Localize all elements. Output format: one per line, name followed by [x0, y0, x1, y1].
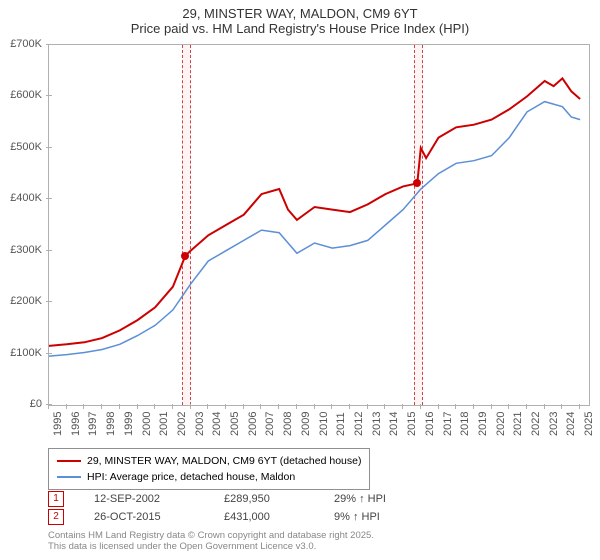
- x-tick-label: 1995: [52, 412, 64, 436]
- x-tick-label: 2010: [318, 412, 330, 436]
- marker-dot-1: [181, 252, 189, 260]
- x-tick-label: 2000: [141, 412, 153, 436]
- x-tick-label: 2023: [548, 412, 560, 436]
- x-tick-label: 2002: [176, 412, 188, 436]
- transaction-price: £431,000: [224, 511, 334, 523]
- legend: 29, MINSTER WAY, MALDON, CM9 6YT (detach…: [48, 448, 370, 490]
- x-tick-label: 2012: [353, 412, 365, 436]
- y-tick-label: £100K: [10, 347, 42, 359]
- x-tick-label: 2007: [264, 412, 276, 436]
- series-hpi: [49, 102, 580, 357]
- y-tick-label: £400K: [10, 192, 42, 204]
- y-tick-label: £600K: [10, 89, 42, 101]
- x-tick-label: 2025: [583, 412, 595, 436]
- x-tick-label: 1998: [105, 412, 117, 436]
- footnote-line1: Contains HM Land Registry data © Crown c…: [48, 530, 374, 541]
- x-tick-label: 2001: [158, 412, 170, 436]
- transactions-table: 1 12-SEP-2002£289,95029% ↑ HPI 2 26-OCT-201…: [48, 490, 588, 526]
- x-tick-label: 2020: [495, 412, 507, 436]
- x-tick-label: 2022: [530, 412, 542, 436]
- x-tick-label: 2008: [282, 412, 294, 436]
- transaction-row: 1 12-SEP-2002£289,95029% ↑ HPI: [48, 490, 588, 508]
- x-tick-label: 2006: [247, 412, 259, 436]
- footnote-line2: This data is licensed under the Open Gov…: [48, 541, 374, 552]
- x-tick-label: 2015: [406, 412, 418, 436]
- title-address: 29, MINSTER WAY, MALDON, CM9 6YT: [0, 6, 600, 21]
- transaction-diff: 9% ↑ HPI: [334, 511, 380, 523]
- legend-swatch: [57, 460, 81, 462]
- y-tick-label: £500K: [10, 141, 42, 153]
- series-price_paid: [49, 78, 580, 346]
- x-tick-label: 2021: [512, 412, 524, 436]
- x-tick-label: 2016: [424, 412, 436, 436]
- x-tick-label: 2024: [565, 412, 577, 436]
- title-subtitle: Price paid vs. HM Land Registry's House …: [0, 21, 600, 36]
- x-tick-label: 1999: [123, 412, 135, 436]
- x-tick-label: 2005: [229, 412, 241, 436]
- transaction-date: 26-OCT-2015: [94, 511, 224, 523]
- x-tick-label: 1996: [70, 412, 82, 436]
- transaction-date: 12-SEP-2002: [94, 493, 224, 505]
- y-axis: £0£100K£200K£300K£400K£500K£600K£700K: [0, 44, 46, 404]
- legend-item: 29, MINSTER WAY, MALDON, CM9 6YT (detach…: [57, 453, 361, 469]
- transaction-price: £289,950: [224, 493, 334, 505]
- x-tick-label: 2013: [371, 412, 383, 436]
- x-tick-label: 2011: [335, 412, 347, 436]
- x-tick-label: 2017: [442, 412, 454, 436]
- legend-swatch: [57, 476, 81, 478]
- x-tick-label: 2014: [388, 412, 400, 436]
- y-tick-label: £700K: [10, 38, 42, 50]
- title-block: 29, MINSTER WAY, MALDON, CM9 6YT Price p…: [0, 0, 600, 36]
- transaction-diff: 29% ↑ HPI: [334, 493, 386, 505]
- y-tick-label: £200K: [10, 295, 42, 307]
- x-tick-label: 2018: [459, 412, 471, 436]
- x-tick-label: 2019: [477, 412, 489, 436]
- legend-label: 29, MINSTER WAY, MALDON, CM9 6YT (detach…: [87, 455, 361, 467]
- x-tick-label: 2003: [194, 412, 206, 436]
- y-tick-label: £300K: [10, 244, 42, 256]
- x-tick-label: 2004: [211, 412, 223, 436]
- marker-dot-2: [413, 179, 421, 187]
- chart-container: 29, MINSTER WAY, MALDON, CM9 6YT Price p…: [0, 0, 600, 560]
- transaction-marker: 2: [48, 509, 64, 525]
- y-tick-label: £0: [30, 398, 42, 410]
- legend-label: HPI: Average price, detached house, Mald…: [87, 471, 295, 483]
- transaction-marker: 1: [48, 491, 64, 507]
- chart-plot-area: 12: [48, 44, 590, 406]
- transaction-row: 2 26-OCT-2015£431,0009% ↑ HPI: [48, 508, 588, 526]
- chart-svg: [49, 45, 589, 405]
- legend-item: HPI: Average price, detached house, Mald…: [57, 469, 361, 485]
- x-tick-label: 1997: [87, 412, 99, 436]
- x-tick-label: 2009: [300, 412, 312, 436]
- x-axis: 1995 1996 1997 1998 1999 2000 2001 2002 2003 2004…: [48, 404, 588, 444]
- footnote: Contains HM Land Registry data © Crown c…: [48, 530, 374, 553]
